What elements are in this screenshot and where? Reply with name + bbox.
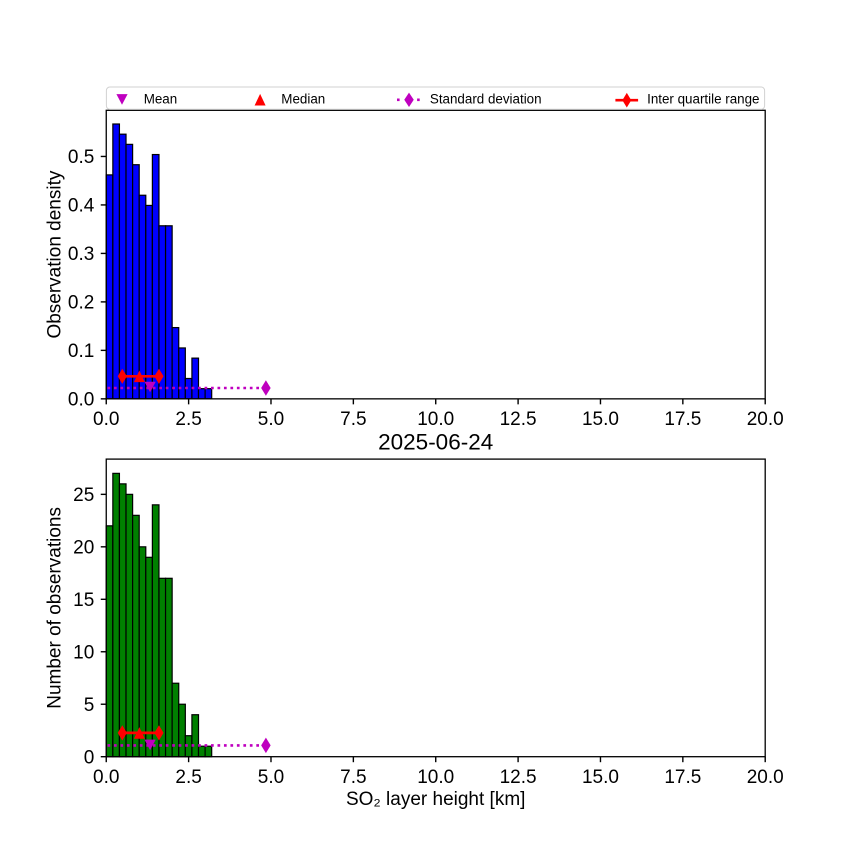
svg-text:20.0: 20.0 [747,409,784,430]
svg-text:0: 0 [84,747,95,768]
svg-text:0.1: 0.1 [68,341,94,362]
svg-text:20: 20 [73,537,94,558]
svg-text:0.0: 0.0 [68,389,94,410]
svg-text:10: 10 [73,642,94,663]
svg-text:0.3: 0.3 [68,244,94,265]
svg-text:0.5: 0.5 [68,147,94,168]
svg-text:Inter quartile range: Inter quartile range [647,91,759,106]
svg-text:0.4: 0.4 [68,195,95,216]
svg-text:2.5: 2.5 [175,767,201,788]
svg-text:5.0: 5.0 [258,409,284,430]
svg-text:Mean: Mean [144,91,178,106]
svg-text:0.0: 0.0 [93,409,119,430]
svg-text:12.5: 12.5 [500,409,537,430]
svg-text:15.0: 15.0 [582,409,619,430]
svg-text:15.0: 15.0 [582,767,619,788]
svg-text:17.5: 17.5 [664,767,701,788]
svg-text:SO₂ layer height [km]: SO₂ layer height [km] [346,789,526,810]
svg-text:2025-06-24: 2025-06-24 [378,429,493,454]
svg-text:0.2: 0.2 [68,292,94,313]
svg-text:20.0: 20.0 [747,767,784,788]
svg-text:Number of observations: Number of observations [44,507,65,709]
svg-text:Observation density: Observation density [44,170,65,338]
svg-text:0.0: 0.0 [93,767,119,788]
svg-text:Standard deviation: Standard deviation [430,91,542,106]
svg-text:7.5: 7.5 [340,767,366,788]
svg-text:17.5: 17.5 [664,409,701,430]
svg-text:5.0: 5.0 [258,767,284,788]
svg-text:Median: Median [281,91,325,106]
svg-text:5: 5 [84,695,95,716]
svg-text:2.5: 2.5 [175,409,201,430]
svg-text:25: 25 [73,485,94,506]
svg-text:10.0: 10.0 [417,409,454,430]
svg-text:15: 15 [73,590,94,611]
svg-text:7.5: 7.5 [340,409,366,430]
svg-text:10.0: 10.0 [417,767,454,788]
svg-text:12.5: 12.5 [500,767,537,788]
